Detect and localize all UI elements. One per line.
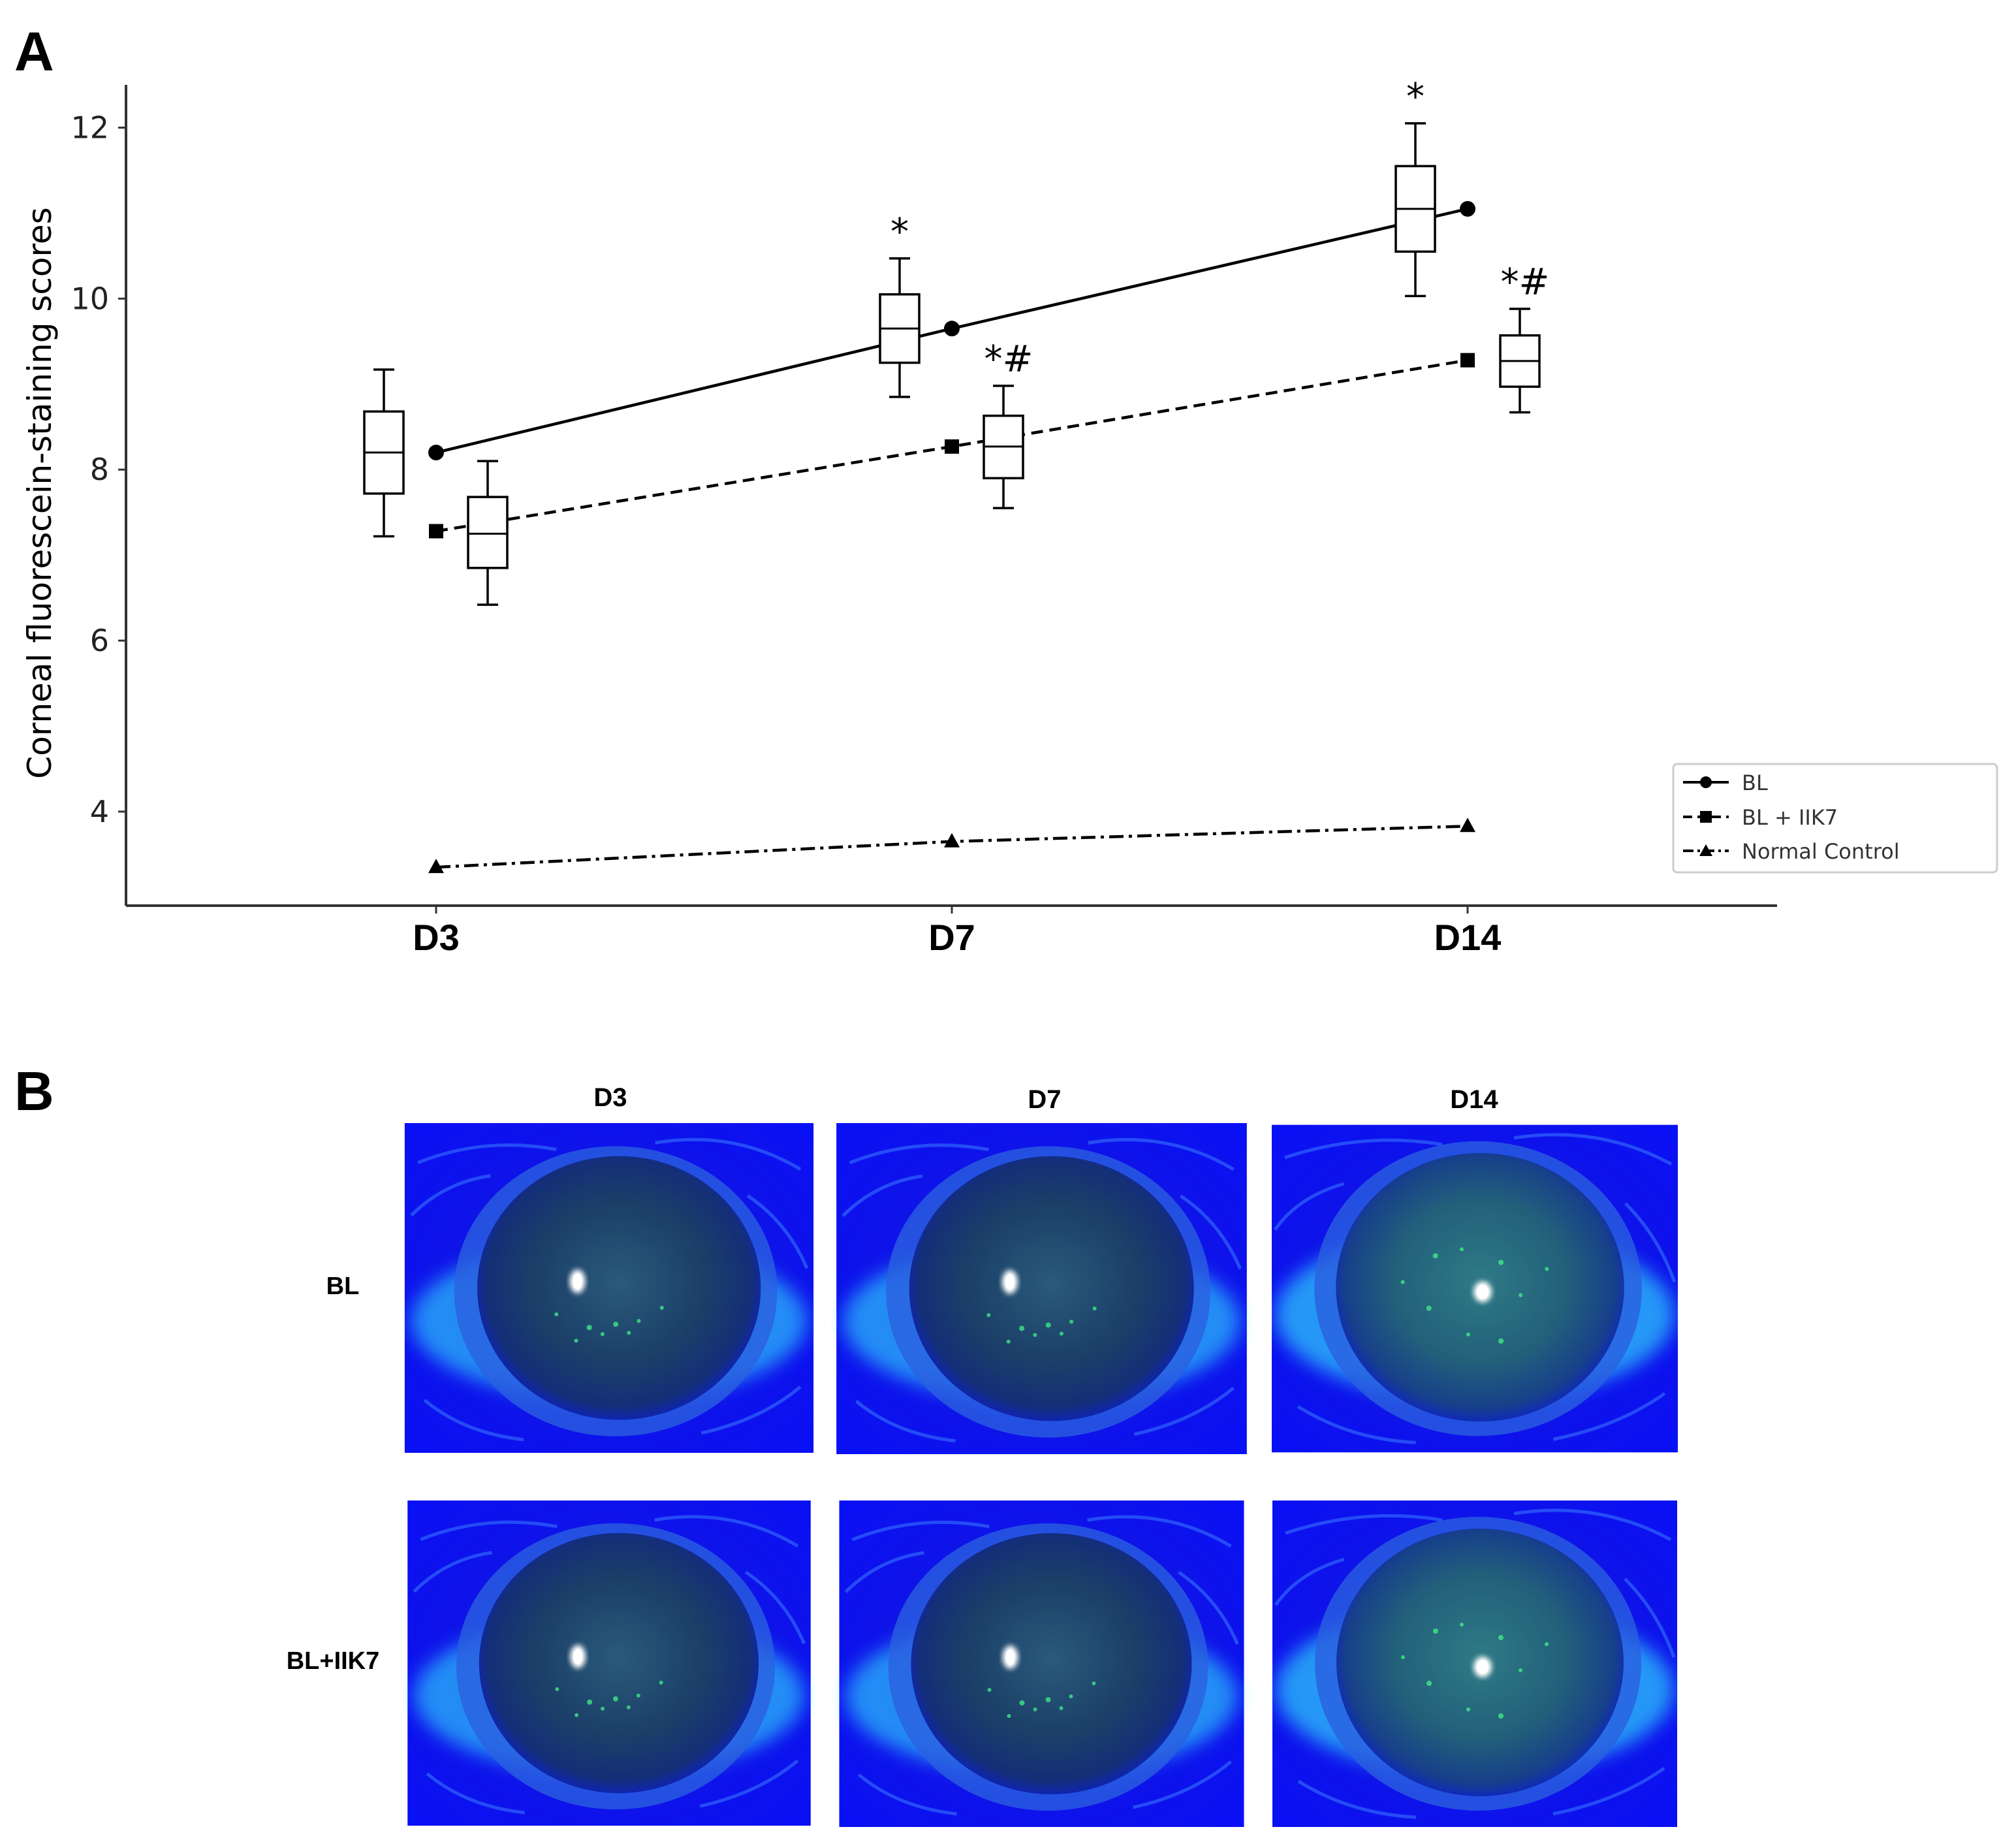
eye-photo-bl-iik7-d14 <box>1272 1501 1677 1827</box>
y-axis-ticks: 4 6 8 10 12 <box>71 110 126 829</box>
row-label-bl-iik7: BL+IIK7 <box>287 1647 380 1675</box>
row-label-bl: BL <box>326 1273 360 1300</box>
square-marker-icon <box>1700 811 1712 823</box>
boxplot-bl-iik7-d7: *# <box>983 338 1033 509</box>
data-point-bl-iik7-d14 <box>1460 353 1475 368</box>
legend: BL BL + IIK7 Normal Control <box>1672 763 1998 874</box>
x-tick-label-d3: D3 <box>413 917 460 958</box>
data-point-bl-d3 <box>428 445 444 461</box>
data-point-normal-control-d14 <box>1460 818 1475 833</box>
boxplot-bl-d14: * <box>1394 76 1436 298</box>
x-tick-label-d7: D7 <box>928 917 975 958</box>
data-point-normal-control-d3 <box>428 859 444 874</box>
boxplot-bl-iik7-d14: *# <box>1499 261 1550 414</box>
y-tick-label: 10 <box>71 281 109 316</box>
circle-marker-icon <box>1700 776 1712 788</box>
eye-image-grid <box>405 1123 1678 1827</box>
series-normal-control <box>428 818 1475 874</box>
y-tick-label: 4 <box>90 794 109 829</box>
panel-b-label: B <box>14 1060 54 1122</box>
eye-photo-bl-d14 <box>1272 1125 1678 1453</box>
eye-photo-bl-d7 <box>836 1123 1247 1454</box>
column-label-d7: D7 <box>1028 1085 1061 1114</box>
significance-marker: *# <box>1501 261 1550 304</box>
significance-marker: * <box>1406 76 1425 118</box>
boxplot-bl-iik7-d3 <box>467 460 509 606</box>
eye-photo-bl-iik7-d7 <box>840 1501 1244 1827</box>
data-point-bl-iik7-d7 <box>945 439 959 454</box>
legend-entry-bl: BL <box>1683 770 1768 795</box>
x-axis-ticks: D3 D7 D14 <box>413 906 1501 958</box>
y-axis-title: Corneal fluorescein-staining scores <box>21 207 59 778</box>
data-point-bl-d14 <box>1460 200 1475 217</box>
box-iqr <box>467 496 509 569</box>
series-layer <box>428 200 1475 874</box>
triangle-marker-icon <box>1699 844 1712 856</box>
boxplot-bl-d7: * <box>879 211 921 398</box>
legend-entry-bl-iik7: BL + IIK7 <box>1683 805 1838 830</box>
legend-frame <box>1672 763 1998 874</box>
y-tick-label: 6 <box>90 623 109 658</box>
data-point-normal-control-d7 <box>944 833 960 848</box>
panel-a-label: A <box>14 21 54 82</box>
legend-label-normal-control: Normal Control <box>1742 839 1900 864</box>
eye-photo-bl-iik7-d3 <box>407 1501 811 1826</box>
legend-entry-normal-control: Normal Control <box>1683 839 1900 864</box>
boxplot-bl-d3 <box>363 368 405 538</box>
column-label-d14: D14 <box>1450 1085 1498 1114</box>
y-tick-label: 8 <box>90 452 109 487</box>
column-label-d3: D3 <box>593 1083 627 1112</box>
eye-photo-bl-d3 <box>405 1123 813 1453</box>
series-bl-iik7 <box>429 353 1475 539</box>
y-tick-label: 12 <box>71 110 109 145</box>
legend-label-bl: BL <box>1742 770 1768 795</box>
boxplot-layer: * *# * *# <box>363 76 1550 606</box>
significance-marker: * <box>890 211 909 253</box>
series-bl <box>428 200 1475 461</box>
x-tick-label-d14: D14 <box>1434 917 1502 958</box>
data-point-bl-d7 <box>944 321 960 337</box>
significance-marker: *# <box>984 338 1033 381</box>
line-chart: 4 6 8 10 12 D3 D7 D14 * *# * *# Corneal fluoresce… <box>21 76 1777 958</box>
data-point-bl-iik7-d3 <box>429 524 443 539</box>
legend-label-bl-iik7: BL + IIK7 <box>1742 805 1838 830</box>
